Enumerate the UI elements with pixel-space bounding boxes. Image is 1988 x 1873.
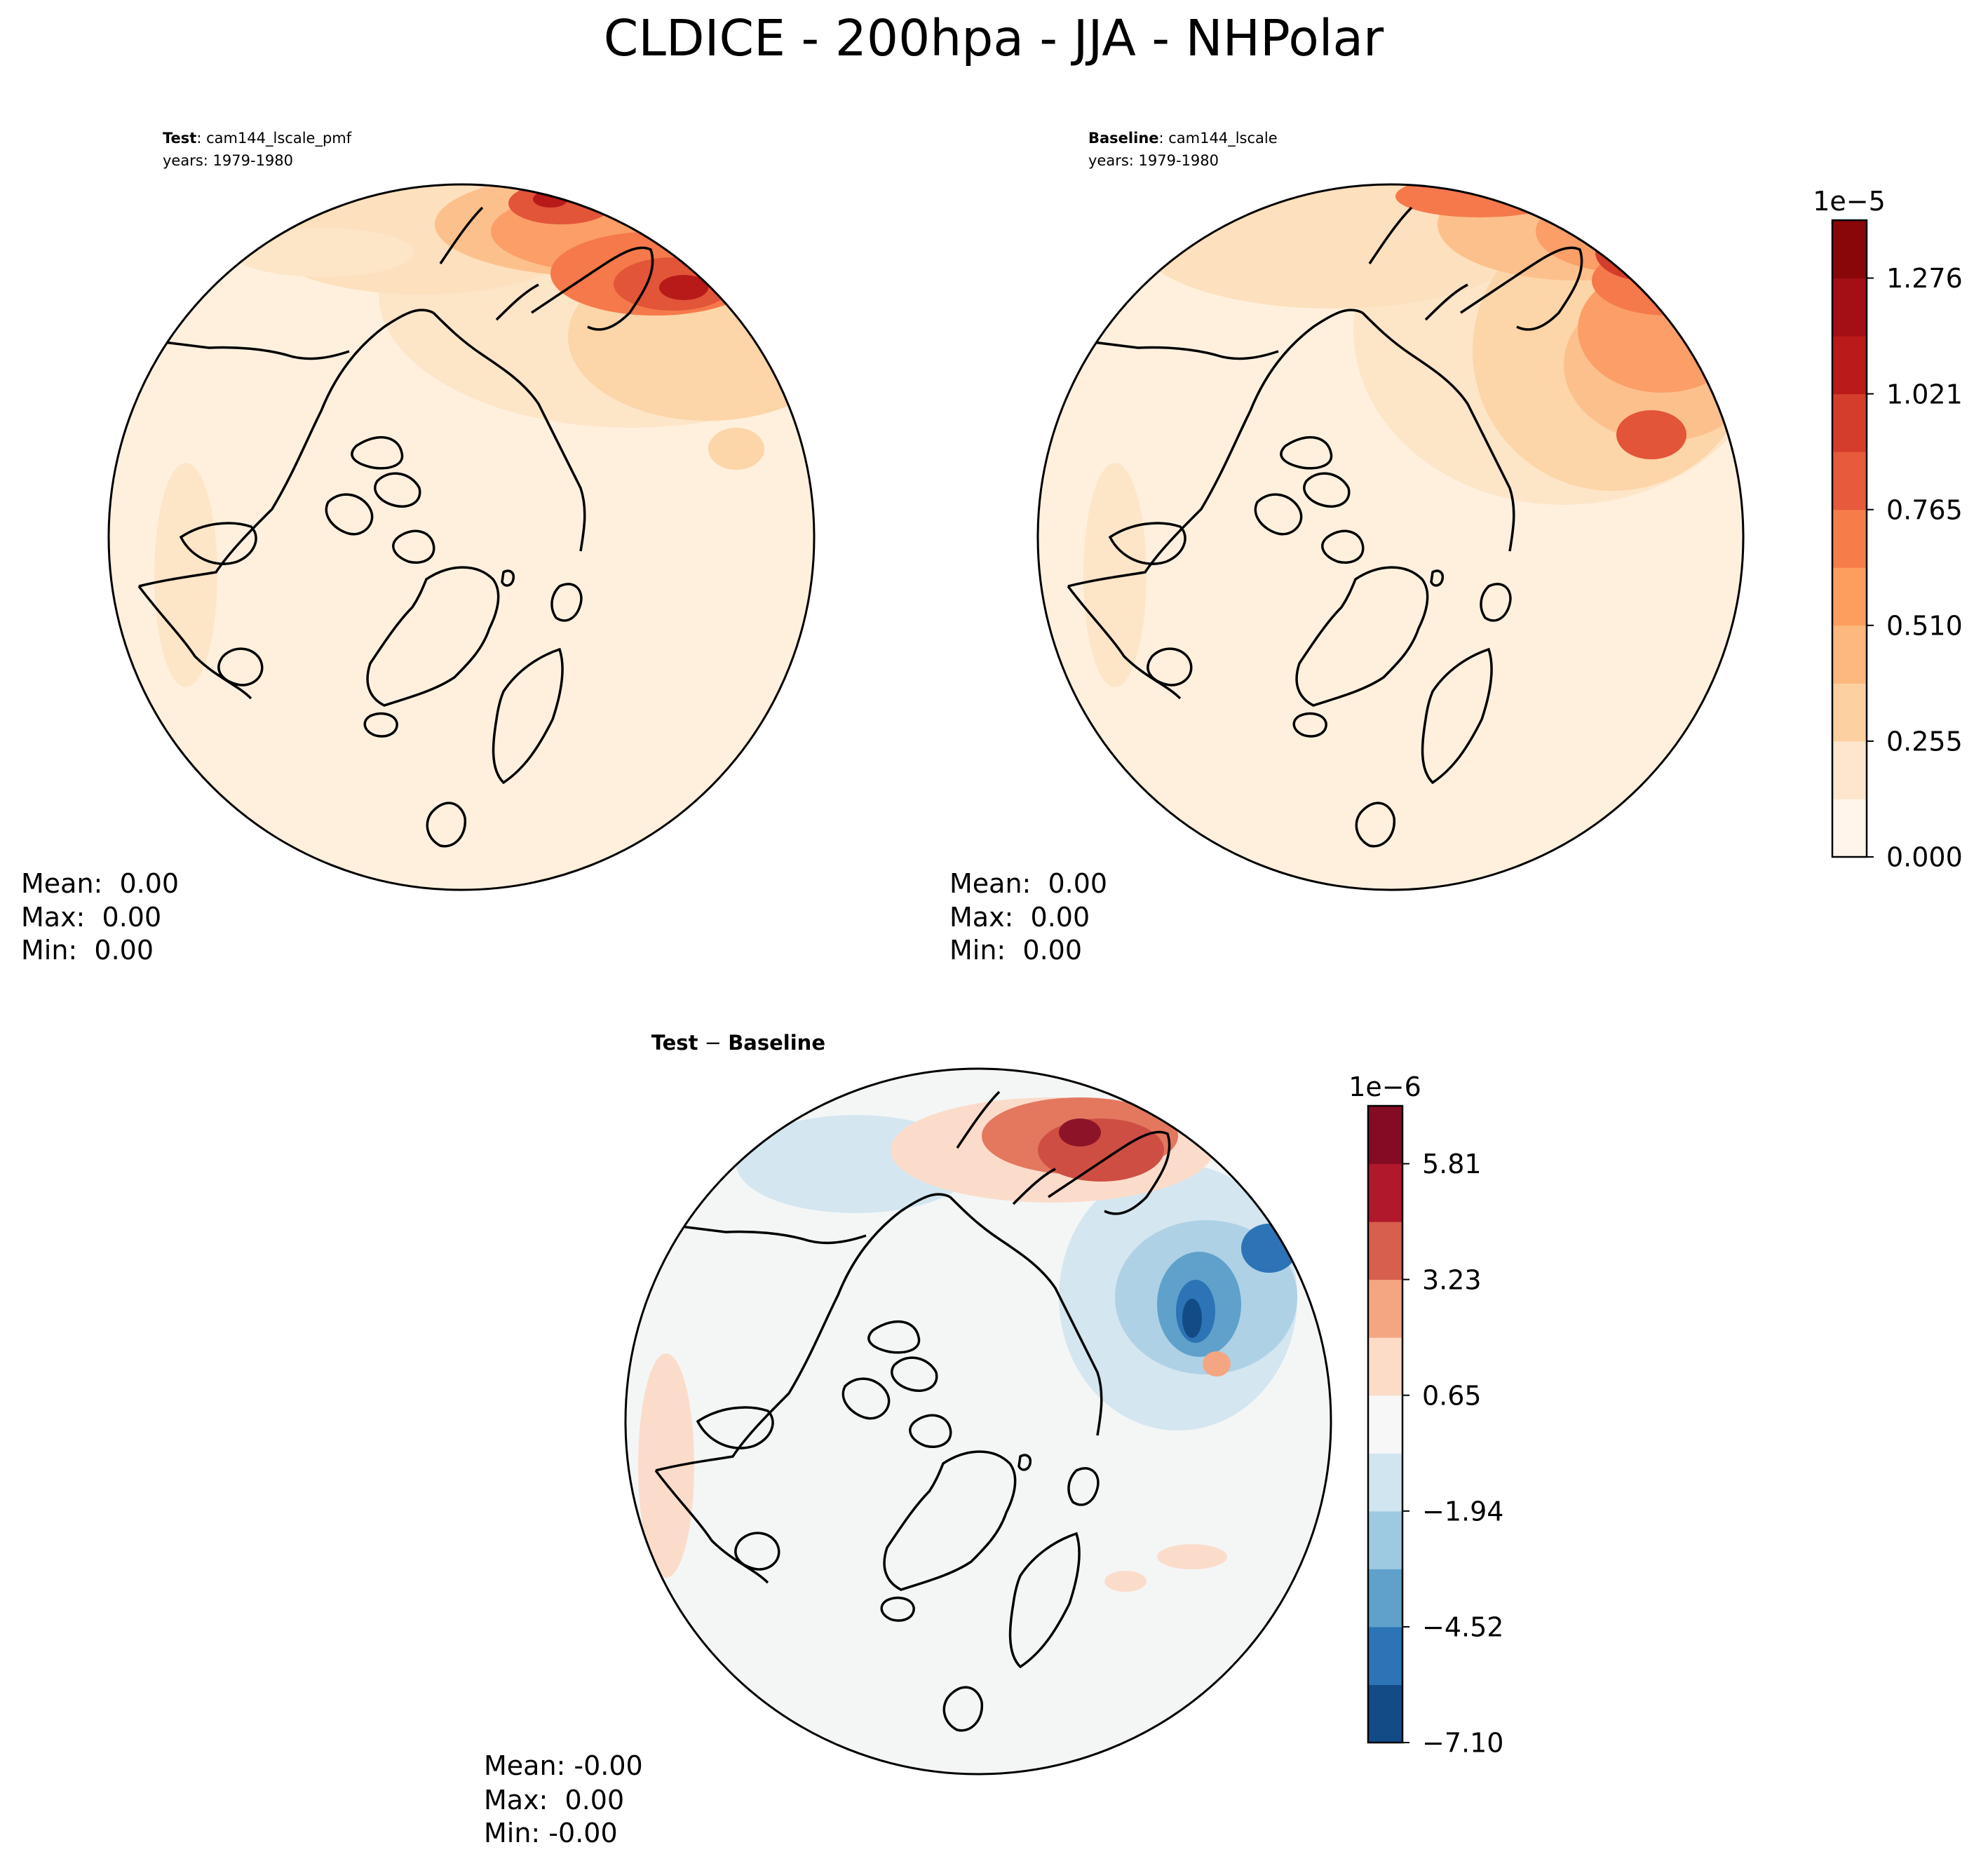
map-diff-contour xyxy=(1104,1571,1147,1592)
colorbar-diff-tick-label: −4.52 xyxy=(1422,1612,1503,1643)
colorbar-diff-exponent: 1e−6 xyxy=(1348,1071,1421,1102)
colorbar-diff-swatch xyxy=(1368,1626,1402,1685)
colorbar-main-swatch xyxy=(1832,567,1867,626)
panel-baseline-stat-mean: Mean: 0.00 xyxy=(949,868,1107,899)
map-diff-contour xyxy=(1203,1351,1231,1377)
colorbar-main-exponent: 1e−5 xyxy=(1813,186,1886,217)
panel-baseline-label: Baseline: cam144_lscale xyxy=(1088,130,1278,147)
map-baseline-contour xyxy=(1595,224,1693,280)
colorbar-diff-swatch xyxy=(1368,1684,1402,1743)
panel-test-stat-max: Max: 0.00 xyxy=(21,902,161,933)
panel-test-label-rest: : cam144_lscale_pmf xyxy=(196,130,351,147)
colorbar-diff-swatch xyxy=(1368,1395,1402,1454)
colorbar-diff-tick-label: 0.65 xyxy=(1422,1380,1482,1411)
map-test-contour xyxy=(708,428,764,470)
colorbar-main-swatch xyxy=(1832,393,1867,452)
map-test xyxy=(109,184,814,890)
colorbar-main-swatch xyxy=(1832,509,1867,568)
colorbar-main-swatch xyxy=(1832,452,1867,510)
colorbar-main-tick-label: 0.765 xyxy=(1886,494,1963,525)
colorbar-diff-tick-label: 5.81 xyxy=(1422,1149,1482,1179)
colorbar-main-swatch xyxy=(1832,220,1867,279)
panel-baseline-stat-max: Max: 0.00 xyxy=(949,902,1090,933)
colorbar-main-swatch xyxy=(1832,683,1867,742)
colorbar-main-swatch xyxy=(1832,336,1867,395)
panel-diff-stat-mean: Mean: -0.00 xyxy=(484,1750,643,1781)
panel-diff: Test − Baseline Mean: -0.00 Max: 0.00 Mi… xyxy=(484,1031,1332,1848)
map-baseline-contour xyxy=(1083,463,1147,687)
colorbar-diff-tick-label: 3.23 xyxy=(1422,1264,1482,1295)
map-diff-contour xyxy=(1059,1118,1101,1147)
panel-diff-label-bold: Test xyxy=(651,1031,698,1055)
colorbar-main-tick-label: 1.021 xyxy=(1886,379,1963,410)
panel-baseline-label-bold: Baseline xyxy=(1088,130,1159,147)
colorbar-diff-tick-label: −7.10 xyxy=(1422,1728,1503,1759)
figure-title: CLDICE - 200hpa - JJA - NHPolar xyxy=(604,9,1384,67)
colorbar-main-tick-label: 0.000 xyxy=(1886,842,1963,873)
colorbar-diff-swatch xyxy=(1368,1106,1402,1165)
panel-test-years: years: 1979-1980 xyxy=(163,152,293,169)
colorbar-diff-ticks: −7.10 −4.52 −1.94 0.65 3.23 5.81 xyxy=(1402,1149,1503,1759)
colorbar-diff-frame xyxy=(1367,1104,1404,1744)
map-diff-contour xyxy=(1157,1544,1227,1569)
panel-baseline: Baseline: cam144_lscale years: 1979-1980… xyxy=(949,130,1745,966)
colorbar-main-swatches xyxy=(1832,220,1867,858)
colorbar-diff-tick-label: −1.94 xyxy=(1422,1496,1503,1527)
map-diff-contour xyxy=(1182,1299,1202,1338)
colorbar-diff-swatch xyxy=(1368,1453,1402,1512)
panel-diff-label: Test − Baseline xyxy=(651,1031,825,1055)
colorbar-diff-swatch xyxy=(1368,1569,1402,1628)
colorbar-diff-swatch xyxy=(1368,1337,1402,1396)
colorbar-main-swatch xyxy=(1832,625,1867,684)
panel-test-stat-min: Min: 0.00 xyxy=(21,935,154,966)
map-baseline-frame xyxy=(1036,183,1745,891)
colorbar-main-tick-label: 0.255 xyxy=(1886,726,1963,757)
map-test-contour xyxy=(231,228,414,277)
map-diff-contour xyxy=(638,1353,694,1578)
map-baseline-contour xyxy=(1613,235,1662,270)
colorbar-main-swatch xyxy=(1832,799,1867,858)
colorbar-diff-swatch xyxy=(1368,1279,1402,1338)
map-diff xyxy=(626,1069,1331,1774)
panel-baseline-stat-min: Min: 0.00 xyxy=(949,935,1082,966)
colorbar-diff-swatch xyxy=(1368,1222,1402,1280)
colorbar-diff-swatch xyxy=(1368,1163,1402,1222)
colorbar-main-frame xyxy=(1831,219,1868,858)
panel-test-stat-mean: Mean: 0.00 xyxy=(21,868,179,899)
panel-test: Test: cam144_lscale_pmf years: 1979-1980… xyxy=(21,130,816,966)
map-baseline-contour xyxy=(1592,245,1743,316)
map-test-frame xyxy=(107,183,816,891)
colorbar-main-tick-label: 0.510 xyxy=(1886,610,1963,641)
map-diff-frame xyxy=(624,1067,1332,1776)
map-baseline xyxy=(1038,184,1743,890)
colorbar-diff-swatches xyxy=(1368,1106,1402,1743)
map-test-contour xyxy=(154,463,217,687)
panel-baseline-label-rest: : cam144_lscale xyxy=(1159,130,1278,147)
colorbar-main-swatch xyxy=(1832,278,1867,337)
map-test-contour xyxy=(659,275,708,300)
colorbar-main-swatch xyxy=(1832,741,1867,799)
colorbar-main-ticks: 0.000 0.255 0.510 0.765 1.021 1.276 xyxy=(1867,263,1963,873)
panel-test-label-bold: Test xyxy=(163,130,196,147)
panel-diff-label-bold2: Baseline xyxy=(728,1031,825,1055)
colorbar-main: 0.000 0.255 0.510 0.765 1.021 1.276 1e−5 xyxy=(1813,186,1963,873)
map-diff-contour xyxy=(1241,1224,1297,1273)
map-baseline-contour xyxy=(1616,410,1686,459)
colorbar-main-tick-label: 1.276 xyxy=(1886,263,1963,294)
panel-baseline-years: years: 1979-1980 xyxy=(1088,152,1219,169)
map-diff-contour xyxy=(1038,1118,1164,1182)
colorbar-diff: −7.10 −4.52 −1.94 0.65 3.23 5.81 1e−6 xyxy=(1348,1071,1503,1759)
panel-diff-stat-min: Min: -0.00 xyxy=(484,1818,618,1848)
colorbar-diff-swatch xyxy=(1368,1510,1402,1569)
panel-diff-label-minus: − xyxy=(698,1031,728,1055)
panel-diff-stat-max: Max: 0.00 xyxy=(484,1785,624,1815)
panel-test-label: Test: cam144_lscale_pmf xyxy=(163,130,352,147)
